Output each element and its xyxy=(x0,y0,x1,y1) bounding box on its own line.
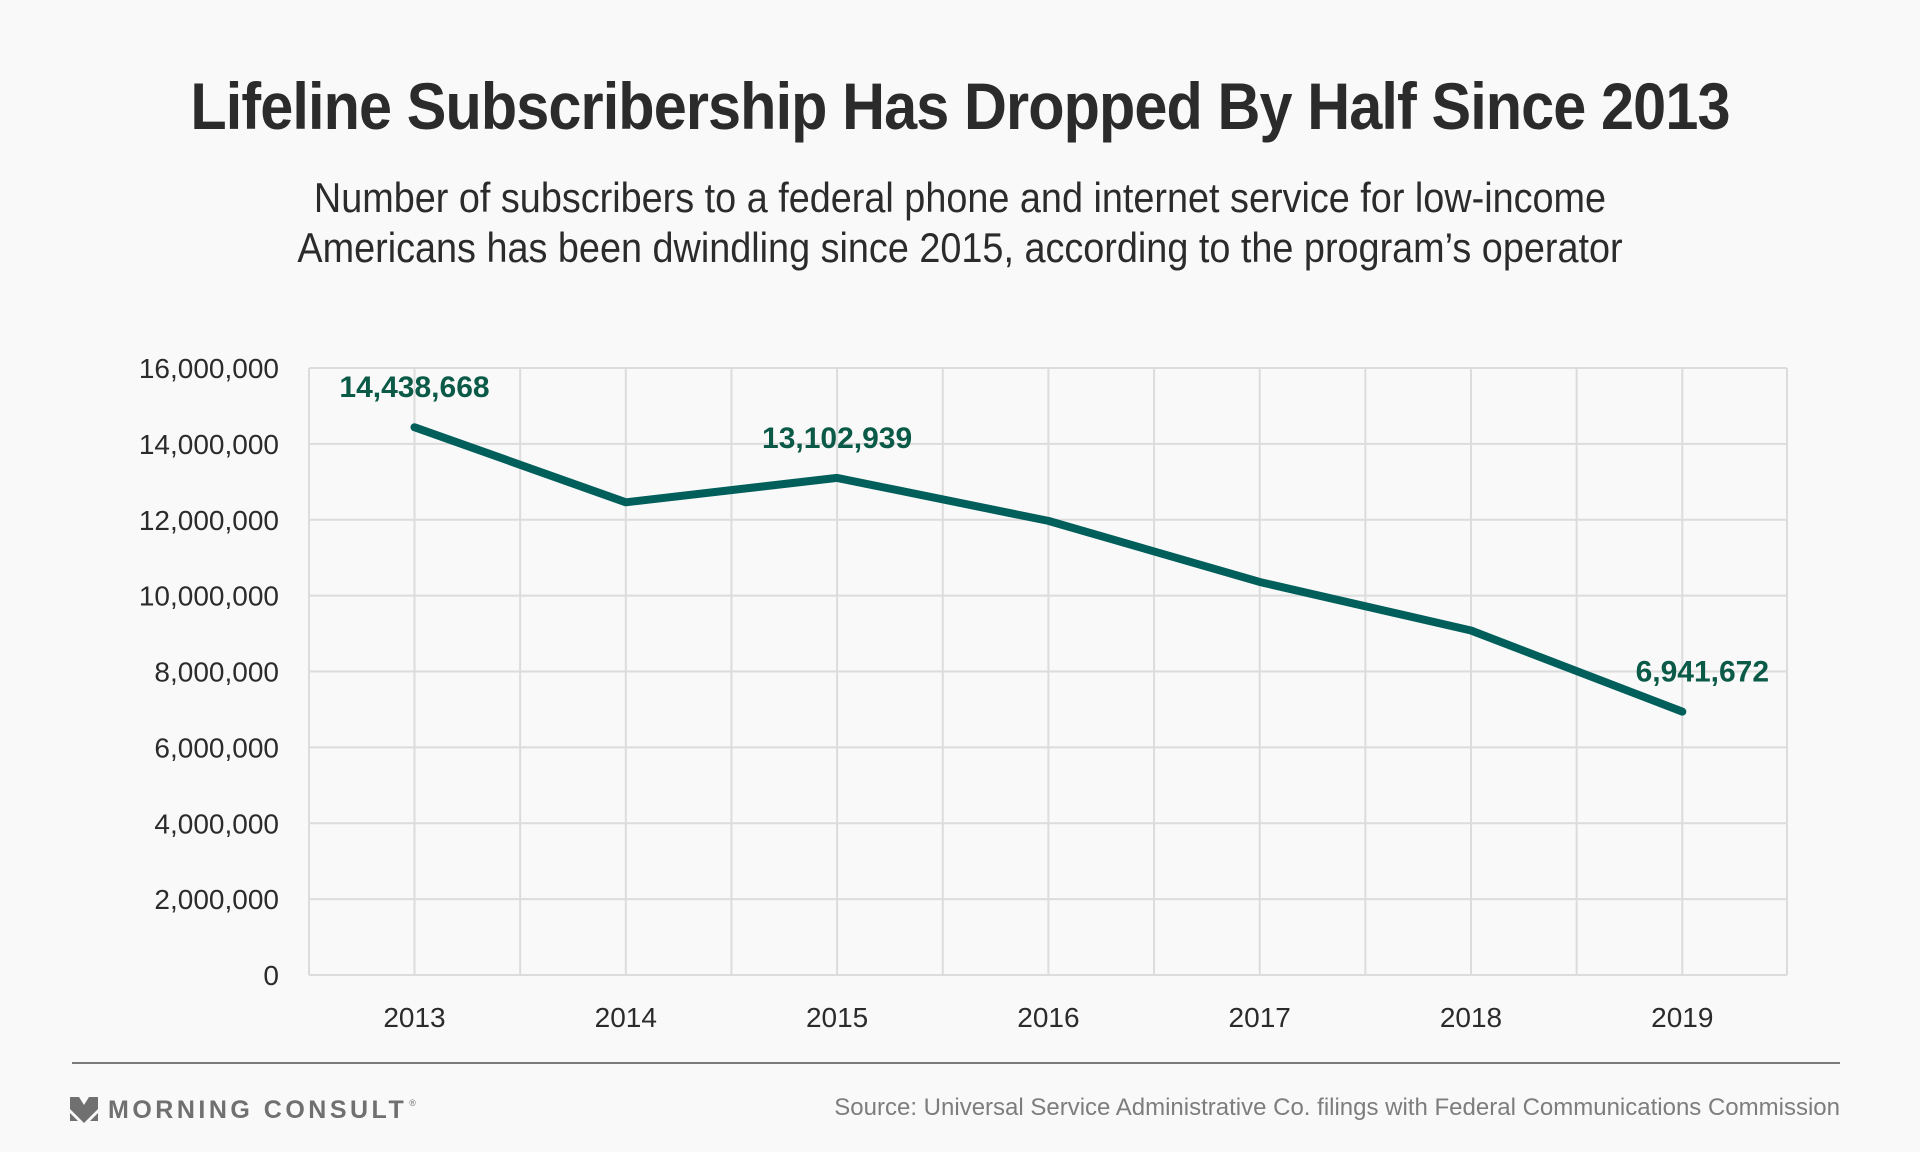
footer-divider xyxy=(72,1062,1840,1064)
y-tick-label: 0 xyxy=(263,960,279,991)
x-tick-label: 2013 xyxy=(383,1002,445,1033)
y-tick-label: 4,000,000 xyxy=(154,808,279,839)
y-tick-label: 12,000,000 xyxy=(139,505,279,536)
y-tick-label: 16,000,000 xyxy=(139,353,279,384)
grid xyxy=(308,367,1788,976)
x-tick-label: 2019 xyxy=(1651,1002,1713,1033)
brand-name: MORNING CONSULT xyxy=(108,1096,408,1124)
y-tick-label: 6,000,000 xyxy=(154,732,279,763)
series-group xyxy=(410,423,1687,716)
y-tick-label: 2,000,000 xyxy=(154,884,279,915)
y-tick-label: 10,000,000 xyxy=(139,581,279,612)
chart-subtitle-line-1: Number of subscribers to a federal phone… xyxy=(313,174,1607,221)
x-tick-label: 2016 xyxy=(1017,1002,1079,1033)
morning-consult-chevron-icon xyxy=(70,1096,98,1123)
x-tick-label: 2015 xyxy=(806,1002,868,1033)
x-axis-ticks: 2013 2014 2015 2016 2017 2018 2019 xyxy=(383,1002,1713,1033)
y-axis-ticks: 0 2,000,000 4,000,000 6,000,000 8,000,000 10,… xyxy=(139,353,279,991)
y-tick-label: 8,000,000 xyxy=(154,657,279,688)
y-tick-label: 14,000,000 xyxy=(139,429,279,460)
chart-title: Lifeline Subscribership Has Dropped By H… xyxy=(190,69,1730,143)
data-label: 14,438,668 xyxy=(339,371,489,404)
data-labels: 14,438,668 13,102,939 6,941,672 xyxy=(339,371,1769,688)
brand-logo: MORNING CONSULT ® xyxy=(70,1096,416,1125)
data-label: 6,941,672 xyxy=(1636,656,1769,689)
registered-mark: ® xyxy=(409,1097,416,1108)
chart-subtitle-line-2: Americans has been dwindling since 2015,… xyxy=(297,224,1623,271)
source-note: Source: Universal Service Administrative… xyxy=(834,1094,1840,1121)
data-label: 13,102,939 xyxy=(762,422,912,455)
x-tick-label: 2018 xyxy=(1440,1002,1502,1033)
x-tick-label: 2017 xyxy=(1229,1002,1291,1033)
x-tick-label: 2014 xyxy=(595,1002,657,1033)
